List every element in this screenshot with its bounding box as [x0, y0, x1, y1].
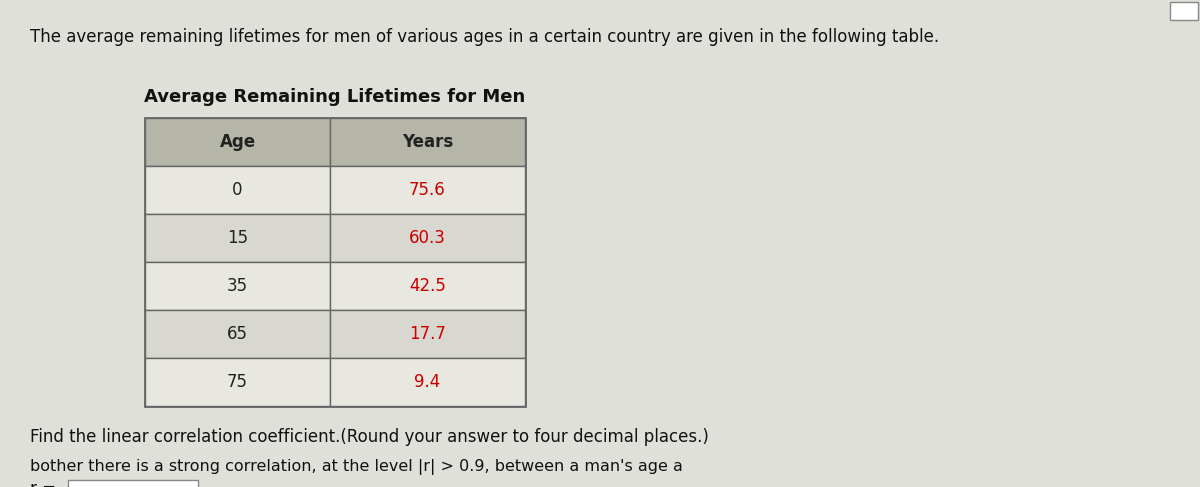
Text: The average remaining lifetimes for men of various ages in a certain country are: The average remaining lifetimes for men …	[30, 28, 940, 46]
Text: 0: 0	[233, 181, 242, 199]
Text: 15: 15	[227, 229, 248, 247]
Bar	[330, 310, 526, 358]
Text: Find the linear correlation coefficient.(Round your answer to four decimal place: Find the linear correlation coefficient.…	[30, 428, 709, 446]
Text: bother there is a strong correlation, at the level |r| > 0.9, between a man's ag: bother there is a strong correlation, at…	[30, 459, 683, 475]
Bar	[330, 358, 526, 406]
Bar	[330, 118, 526, 166]
Text: 17.7: 17.7	[409, 325, 446, 343]
Text: Years: Years	[402, 133, 454, 151]
Bar	[145, 214, 330, 262]
Bar	[330, 214, 526, 262]
Text: Average Remaining Lifetimes for Men: Average Remaining Lifetimes for Men	[144, 88, 526, 106]
Bar	[330, 166, 526, 214]
Text: 75: 75	[227, 373, 248, 391]
Text: 35: 35	[227, 277, 248, 295]
Bar	[145, 358, 330, 406]
Bar	[1170, 2, 1198, 20]
Text: 9.4: 9.4	[414, 373, 440, 391]
Bar	[68, 480, 198, 487]
Bar	[145, 262, 330, 310]
Bar	[145, 118, 330, 166]
Bar	[330, 262, 526, 310]
Text: Age: Age	[220, 133, 256, 151]
Text: 60.3: 60.3	[409, 229, 446, 247]
Bar	[145, 310, 330, 358]
Bar	[145, 118, 526, 406]
Bar	[145, 166, 330, 214]
Text: 65: 65	[227, 325, 248, 343]
Text: r =: r =	[30, 480, 56, 487]
Text: 42.5: 42.5	[409, 277, 446, 295]
Text: 75.6: 75.6	[409, 181, 446, 199]
